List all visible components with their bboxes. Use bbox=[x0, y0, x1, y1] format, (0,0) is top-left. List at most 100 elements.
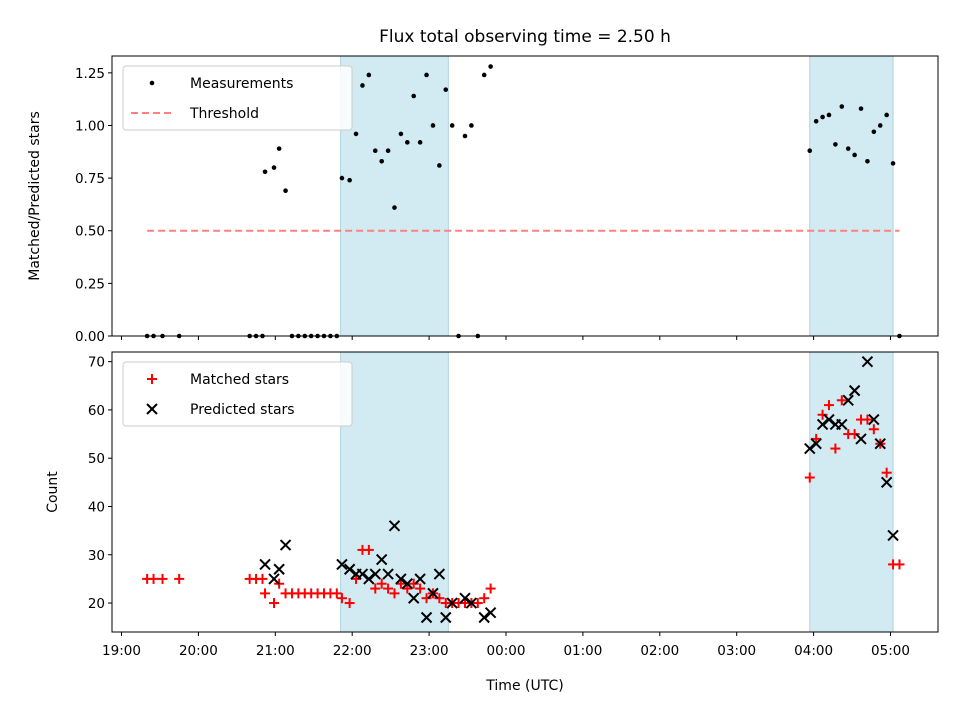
data-point bbox=[395, 573, 407, 585]
x-tick-label: 21:00 bbox=[256, 643, 295, 659]
data-point bbox=[478, 611, 490, 624]
data-point bbox=[469, 123, 474, 128]
y-tick-label: 0.75 bbox=[75, 171, 105, 187]
data-point-b bbox=[427, 587, 439, 600]
shaded-span-0 bbox=[340, 55, 449, 337]
data-point bbox=[816, 418, 829, 431]
data-point bbox=[849, 429, 860, 440]
data-point bbox=[257, 573, 268, 584]
data-point bbox=[414, 573, 426, 585]
top-panel: 0.00 0.25 0.50 0.75 1.00 1.25 Measurements Thre… bbox=[75, 55, 939, 345]
x-tick-label: 02:00 bbox=[640, 643, 679, 659]
data-point bbox=[845, 146, 851, 151]
data-point bbox=[395, 578, 406, 589]
data-point bbox=[417, 140, 423, 145]
data-point-b bbox=[388, 520, 401, 532]
data-point bbox=[823, 413, 835, 426]
data-point bbox=[884, 112, 889, 118]
y-tick-label: 0.50 bbox=[75, 224, 105, 240]
x-tick-label: 04:00 bbox=[794, 643, 833, 659]
legend-swatch bbox=[149, 80, 155, 86]
data-point bbox=[405, 140, 410, 145]
data-point bbox=[356, 568, 369, 580]
data-point-b bbox=[478, 611, 490, 624]
data-point-b bbox=[336, 558, 348, 571]
data-point bbox=[343, 563, 356, 575]
data-point-b bbox=[848, 384, 861, 397]
data-point-b bbox=[836, 418, 848, 431]
data-point bbox=[833, 142, 838, 147]
data-point bbox=[375, 553, 388, 566]
data-point-b bbox=[414, 573, 426, 585]
legend-swatch-b bbox=[146, 403, 158, 415]
data-point bbox=[271, 165, 277, 170]
data-point bbox=[383, 583, 394, 594]
data-point bbox=[269, 598, 280, 609]
data-point-b bbox=[446, 597, 458, 609]
data-point-b bbox=[465, 597, 478, 609]
legend-label: Measurements bbox=[190, 76, 293, 92]
series-predicted-stars bbox=[259, 355, 899, 624]
data-point bbox=[411, 93, 417, 99]
data-point bbox=[465, 597, 478, 609]
legend-label: Threshold bbox=[189, 106, 259, 122]
data-point-b bbox=[259, 558, 271, 571]
data-point bbox=[336, 593, 347, 604]
data-point-b bbox=[810, 438, 822, 450]
data-point bbox=[462, 133, 468, 139]
data-point bbox=[811, 433, 822, 444]
data-point-b bbox=[420, 611, 433, 624]
x-tick-label: 01:00 bbox=[563, 643, 602, 659]
data-point bbox=[408, 578, 419, 589]
data-point bbox=[437, 163, 442, 168]
y-tick-label: 70 bbox=[88, 355, 105, 371]
data-point-b bbox=[273, 563, 285, 575]
data-point bbox=[836, 418, 848, 431]
data-point-b bbox=[868, 413, 880, 426]
data-point bbox=[370, 583, 381, 594]
data-point-b bbox=[382, 568, 394, 580]
data-point bbox=[344, 598, 355, 609]
data-point bbox=[408, 592, 420, 604]
data-point-b bbox=[395, 573, 407, 585]
data-point bbox=[813, 118, 819, 124]
data-point bbox=[865, 158, 870, 164]
bottom-panel: 20 30 40 50 60 70 19:00 20:00 21:00 22:00 23:00 00:… bbox=[88, 351, 939, 659]
bottom-y-axis-label: Count bbox=[45, 471, 61, 513]
data-point-b bbox=[887, 529, 899, 542]
data-point bbox=[485, 583, 496, 594]
data-point-b bbox=[816, 418, 829, 431]
data-point bbox=[401, 578, 414, 590]
data-point bbox=[807, 148, 813, 154]
y-tick-label: 1.25 bbox=[75, 66, 105, 82]
data-point bbox=[848, 384, 861, 397]
data-point bbox=[331, 588, 342, 599]
data-point bbox=[283, 188, 288, 194]
data-point bbox=[440, 611, 452, 624]
data-point bbox=[351, 573, 362, 584]
y-tick-label: 0.00 bbox=[75, 329, 105, 345]
data-point bbox=[433, 568, 446, 580]
data-point bbox=[392, 205, 397, 210]
y-tick-label: 1.00 bbox=[75, 118, 105, 134]
data-point bbox=[420, 611, 433, 624]
data-point bbox=[376, 578, 387, 589]
data-point bbox=[402, 583, 413, 594]
data-point bbox=[887, 529, 899, 542]
y-tick-label: 30 bbox=[88, 548, 105, 564]
data-point-b bbox=[823, 413, 835, 426]
legend-swatch bbox=[146, 403, 158, 415]
data-point bbox=[488, 64, 493, 69]
data-point bbox=[363, 544, 374, 555]
data-point-b bbox=[484, 606, 497, 619]
data-point bbox=[890, 161, 896, 166]
data-point bbox=[459, 592, 471, 604]
data-point bbox=[871, 129, 877, 135]
legend: Matched stars Predicted stars bbox=[122, 361, 353, 427]
x-tick-label: 03:00 bbox=[717, 643, 756, 659]
data-point bbox=[479, 593, 490, 604]
data-point bbox=[276, 146, 282, 151]
data-point bbox=[804, 472, 815, 483]
data-point bbox=[842, 394, 854, 406]
